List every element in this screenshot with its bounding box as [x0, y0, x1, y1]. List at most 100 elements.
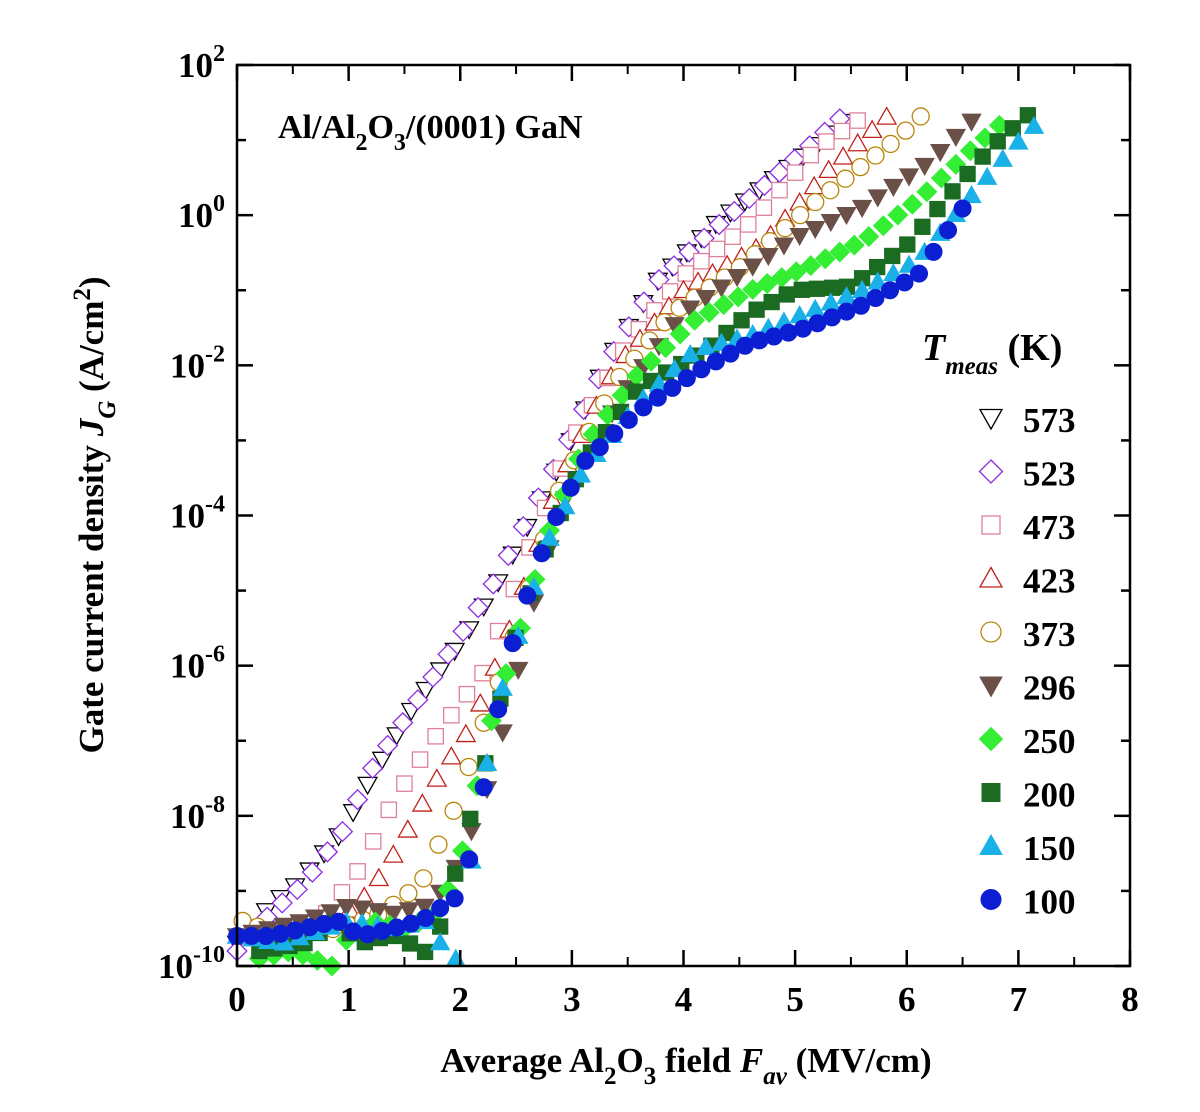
data-point	[786, 164, 804, 181]
legend-marker	[979, 676, 1003, 698]
data-point	[818, 159, 840, 178]
legend-entry-473: 473	[981, 508, 1076, 547]
data-point	[547, 508, 566, 527]
data-point	[814, 248, 836, 270]
data-point	[497, 544, 519, 567]
data-point	[805, 220, 826, 240]
y-tick-label: 10-2	[170, 341, 225, 385]
data-point	[349, 863, 366, 880]
data-point	[872, 215, 894, 237]
x-tick-label: 6	[898, 980, 916, 1019]
data-point	[452, 620, 474, 642]
data-point	[851, 199, 873, 219]
data-point	[455, 723, 477, 743]
data-point	[306, 949, 328, 971]
data-point	[849, 112, 866, 129]
data-point	[959, 140, 981, 162]
data-point	[361, 757, 384, 779]
data-point	[331, 820, 354, 843]
data-point	[664, 358, 685, 377]
data-point	[431, 899, 450, 918]
data-point	[833, 122, 851, 140]
data-point	[648, 388, 667, 407]
data-point	[619, 410, 638, 429]
y-tick-label: 10-10	[158, 942, 225, 986]
data-point	[851, 296, 870, 315]
data-point	[836, 169, 855, 188]
data-point	[869, 258, 886, 276]
data-point	[763, 293, 780, 311]
x-tick-label: 8	[1121, 980, 1139, 1019]
data-point	[443, 706, 460, 724]
data-point	[301, 861, 324, 883]
data-point	[476, 752, 498, 771]
data-point	[320, 904, 341, 923]
data-point	[876, 106, 898, 125]
data-point	[590, 438, 609, 457]
x-tick-label: 3	[563, 980, 581, 1019]
data-point	[753, 174, 776, 197]
data-point	[914, 157, 935, 176]
legend-label: 296	[1023, 669, 1076, 708]
data-point	[914, 218, 931, 235]
data-point	[495, 663, 517, 685]
data-point	[867, 189, 888, 208]
data-point	[895, 273, 914, 292]
data-point	[492, 677, 513, 696]
data-point	[898, 168, 920, 187]
axes: 0 1 2 3 4 5 6 7 8 102 100 10-2 10-4 10-6 10-8 10-10	[158, 41, 1139, 1019]
data-point	[771, 181, 788, 199]
data-point	[989, 133, 1006, 150]
data-point	[785, 261, 807, 283]
data-point	[829, 241, 851, 263]
data-point	[847, 132, 869, 152]
legend-entry-100: 100	[980, 883, 1076, 922]
data-point	[426, 768, 448, 787]
data-point	[640, 350, 662, 372]
data-point	[803, 175, 825, 195]
data-point	[808, 280, 826, 297]
y-tick-label: 10-8	[170, 792, 225, 836]
data-point	[1019, 107, 1037, 124]
data-point	[380, 801, 398, 819]
data-point	[992, 148, 1013, 167]
data-point	[411, 751, 429, 768]
data-point	[679, 300, 701, 319]
data-point	[806, 192, 825, 212]
data-point	[883, 178, 904, 198]
legend-marker	[978, 408, 1004, 431]
legend-entry-573: 573	[978, 401, 1076, 440]
data-point	[858, 226, 880, 247]
data-point	[976, 166, 998, 185]
data-point	[953, 199, 972, 218]
data-point	[492, 724, 513, 743]
x-tick-label: 4	[675, 980, 693, 1019]
series-373	[233, 107, 930, 945]
data-point	[724, 228, 741, 245]
data-point	[739, 216, 757, 233]
x-tick-label: 5	[786, 980, 804, 1019]
y-tick-label: 100	[178, 191, 225, 235]
data-point	[415, 681, 437, 701]
data-point	[884, 247, 901, 265]
data-point	[693, 252, 710, 270]
data-point	[742, 278, 764, 300]
data-point	[930, 144, 951, 163]
data-point	[820, 213, 842, 233]
data-point	[756, 273, 778, 294]
data-point	[1008, 131, 1029, 150]
data-point	[727, 286, 749, 308]
data-point	[789, 227, 810, 247]
data-point	[832, 146, 854, 165]
data-point	[695, 336, 717, 356]
data-point	[427, 727, 444, 745]
data-point	[570, 464, 592, 483]
y-axis-label: Gate current density JG (A/cm2)	[69, 276, 121, 753]
data-point	[605, 424, 624, 443]
data-point	[669, 323, 691, 345]
data-point	[800, 255, 822, 277]
data-point	[911, 107, 930, 126]
legend-title: Tmeas (K)	[922, 327, 1062, 380]
data-point	[336, 898, 357, 918]
data-point	[539, 527, 560, 546]
